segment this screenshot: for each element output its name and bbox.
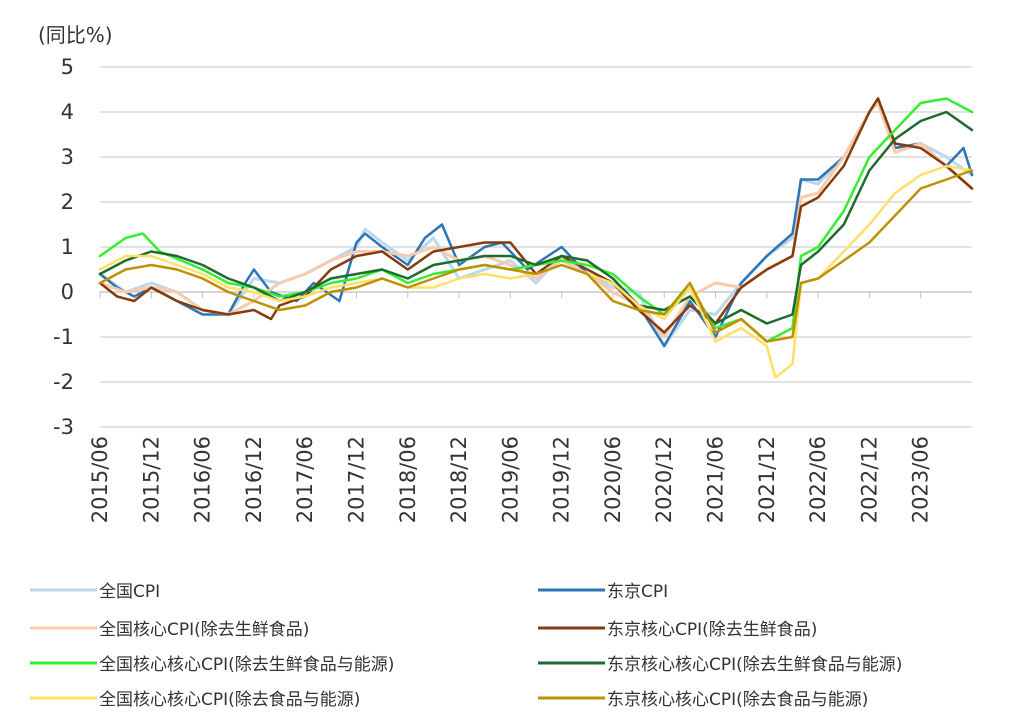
legend-label: 东京CPI xyxy=(607,582,668,602)
x-tick-label: 2018/06 xyxy=(396,436,420,523)
legend-label: 东京核心CPI(除去生鲜食品) xyxy=(607,620,817,640)
x-tick-label: 2021/06 xyxy=(704,436,728,523)
x-axis: 2015/06 2015/12 2016/06 2016/12 2017/06 2017/… xyxy=(88,292,933,523)
x-tick-label: 2018/12 xyxy=(447,436,471,523)
x-tick-label: 2022/06 xyxy=(806,436,830,523)
y-axis-ticks: 5 4 3 2 1 0 -1 -2 -3 xyxy=(53,55,74,439)
x-tick-label: 2017/12 xyxy=(344,436,368,523)
y-tick-label: 4 xyxy=(61,100,74,124)
x-tick-label: 2016/12 xyxy=(242,436,266,523)
gridlines xyxy=(100,66,972,428)
legend-label: 东京核心核心CPI(除去食品与能源) xyxy=(607,690,868,710)
x-tick-label: 2015/06 xyxy=(88,436,112,523)
x-tick-label: 2016/06 xyxy=(191,436,215,523)
series-line-5 xyxy=(98,97,974,343)
x-tick-label: 2019/12 xyxy=(550,436,574,523)
x-tick-label: 2023/06 xyxy=(909,436,933,523)
series-line-7 xyxy=(98,164,974,379)
series-line-8 xyxy=(98,169,974,343)
series-lines xyxy=(98,97,974,379)
y-tick-label: -1 xyxy=(53,325,74,349)
x-tick-label: 2020/12 xyxy=(652,436,676,523)
legend-label: 全国核心核心CPI(除去生鲜食品与能源) xyxy=(99,655,394,675)
y-tick-label: 3 xyxy=(61,145,74,169)
legend-label: 全国CPI xyxy=(99,582,160,602)
series-line-3 xyxy=(98,101,974,339)
y-tick-label: -3 xyxy=(53,415,74,439)
x-tick-label: 2017/06 xyxy=(293,436,317,523)
x-tick-label: 2021/12 xyxy=(755,436,779,523)
y-axis-label: (同比%) xyxy=(38,23,113,47)
series-line-6 xyxy=(98,110,974,325)
series-line-2 xyxy=(98,97,974,348)
legend: 全国CPI 东京CPI 全国核心CPI(除去生鲜食品) 东京核心CPI(除去生鲜食品)… xyxy=(30,582,902,710)
y-tick-label: 1 xyxy=(61,235,74,259)
y-tick-label: 5 xyxy=(61,55,74,79)
y-tick-label: -2 xyxy=(53,370,74,394)
legend-label: 东京核心核心CPI(除去生鲜食品与能源) xyxy=(607,655,902,675)
y-tick-label: 0 xyxy=(61,280,74,304)
x-tick-label: 2022/12 xyxy=(857,436,881,523)
x-tick-label: 2015/12 xyxy=(139,436,163,523)
legend-label: 全国核心核心CPI(除去食品与能源) xyxy=(99,690,360,710)
y-tick-label: 2 xyxy=(61,190,74,214)
x-tick-label: 2019/06 xyxy=(498,436,522,523)
x-tick-label: 2020/06 xyxy=(601,436,625,523)
legend-label: 全国核心CPI(除去生鲜食品) xyxy=(99,620,309,640)
